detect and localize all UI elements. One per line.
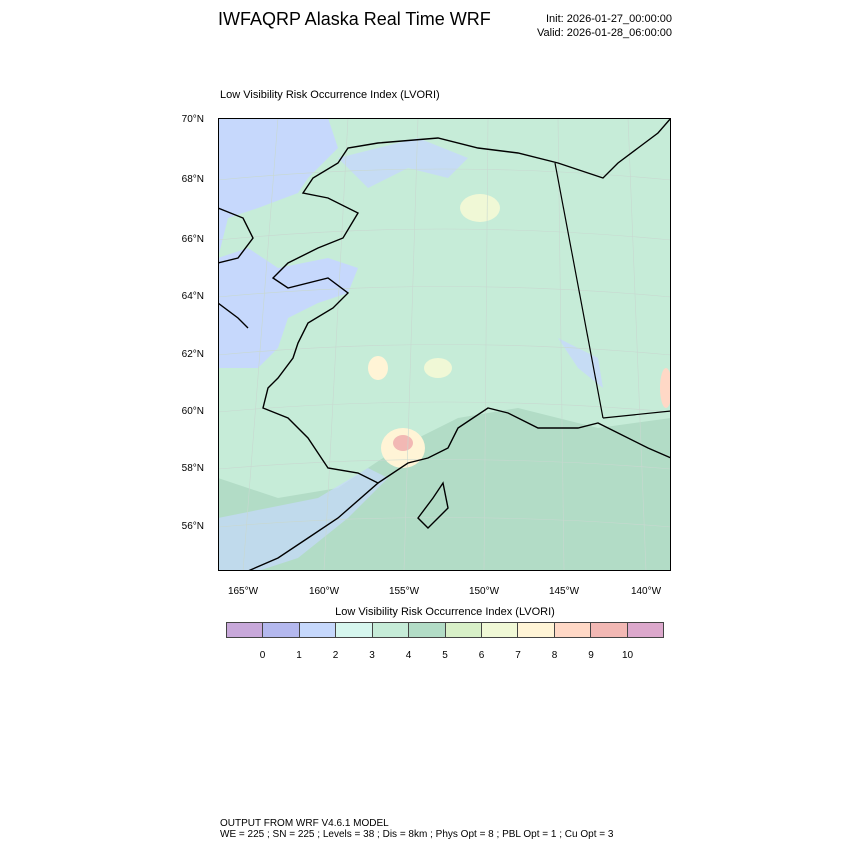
colorbar-label: 0 [259, 650, 266, 661]
valid-time: Valid: 2026-01-28_06:00:00 [537, 27, 672, 39]
ocean-region [218, 468, 388, 571]
colorbar-swatch [480, 623, 518, 637]
latitude-label: 68°N [181, 174, 204, 185]
risk-patch [660, 368, 671, 408]
risk-patch [368, 356, 388, 380]
ocean-region [338, 138, 468, 188]
colorbar-label: 1 [296, 650, 302, 661]
colorbar-label: 2 [332, 650, 339, 661]
colorbar-title: Low Visibility Risk Occurrence Index (LV… [335, 606, 555, 618]
colorbar-swatch [262, 623, 299, 637]
latitude-label: 60°N [181, 406, 204, 417]
colorbar-label: 4 [405, 650, 412, 661]
ocean-region [218, 248, 358, 368]
colorbar-swatch [517, 623, 554, 637]
colorbar [226, 622, 664, 638]
coastline [218, 118, 671, 571]
graticule [218, 118, 671, 571]
longitude-label: 165°W [227, 586, 259, 597]
colorbar-label: 3 [369, 650, 375, 661]
colorbar-swatch [626, 623, 664, 637]
risk-patch [424, 358, 452, 378]
longitude-label: 160°W [308, 586, 340, 597]
latitude-label: 62°N [181, 349, 204, 360]
colorbar-label: 7 [515, 650, 521, 661]
risk-patch [460, 194, 500, 222]
map-frame [218, 118, 671, 571]
valley-region [558, 338, 603, 388]
colorbar-label: 8 [551, 650, 558, 661]
colorbar-swatch [227, 623, 263, 637]
colorbar-label: 9 [588, 650, 594, 661]
land-region [218, 118, 671, 498]
latitude-label: 66°N [181, 234, 204, 245]
latitude-label: 56°N [181, 521, 204, 532]
risk-patch [393, 435, 413, 451]
colorbar-label: 6 [478, 650, 485, 661]
latitude-label: 58°N [181, 463, 204, 474]
latitude-label: 64°N [181, 291, 204, 302]
colorbar-swatch [371, 623, 409, 637]
border [554, 162, 671, 419]
longitude-label: 155°W [388, 586, 420, 597]
colorbar-label: 10 [621, 650, 634, 661]
plot-title: IWFAQRP Alaska Real Time WRF [218, 9, 491, 29]
colorbar-label: 5 [442, 650, 448, 661]
init-time: Init: 2026-01-27_00:00:00 [546, 13, 672, 25]
latitude-label: 70°N [181, 114, 204, 125]
longitude-label: 145°W [548, 586, 580, 597]
map-subtitle: Low Visibility Risk Occurrence Index (LV… [220, 89, 440, 101]
colorbar-swatch [408, 623, 445, 637]
lvori-map [218, 118, 671, 571]
colorbar-swatch [590, 623, 627, 637]
colorbar-swatch [335, 623, 372, 637]
colorbar-swatch [298, 623, 336, 637]
colorbar-swatch [553, 623, 591, 637]
footer-model: OUTPUT FROM WRF V4.6.1 MODEL [220, 818, 389, 829]
ocean-region [218, 118, 338, 258]
longitude-label: 150°W [468, 586, 500, 597]
colorbar-swatch [444, 623, 481, 637]
longitude-label: 140°W [630, 586, 662, 597]
footer-config: WE = 225 ; SN = 225 ; Levels = 38 ; Dis … [220, 829, 614, 840]
